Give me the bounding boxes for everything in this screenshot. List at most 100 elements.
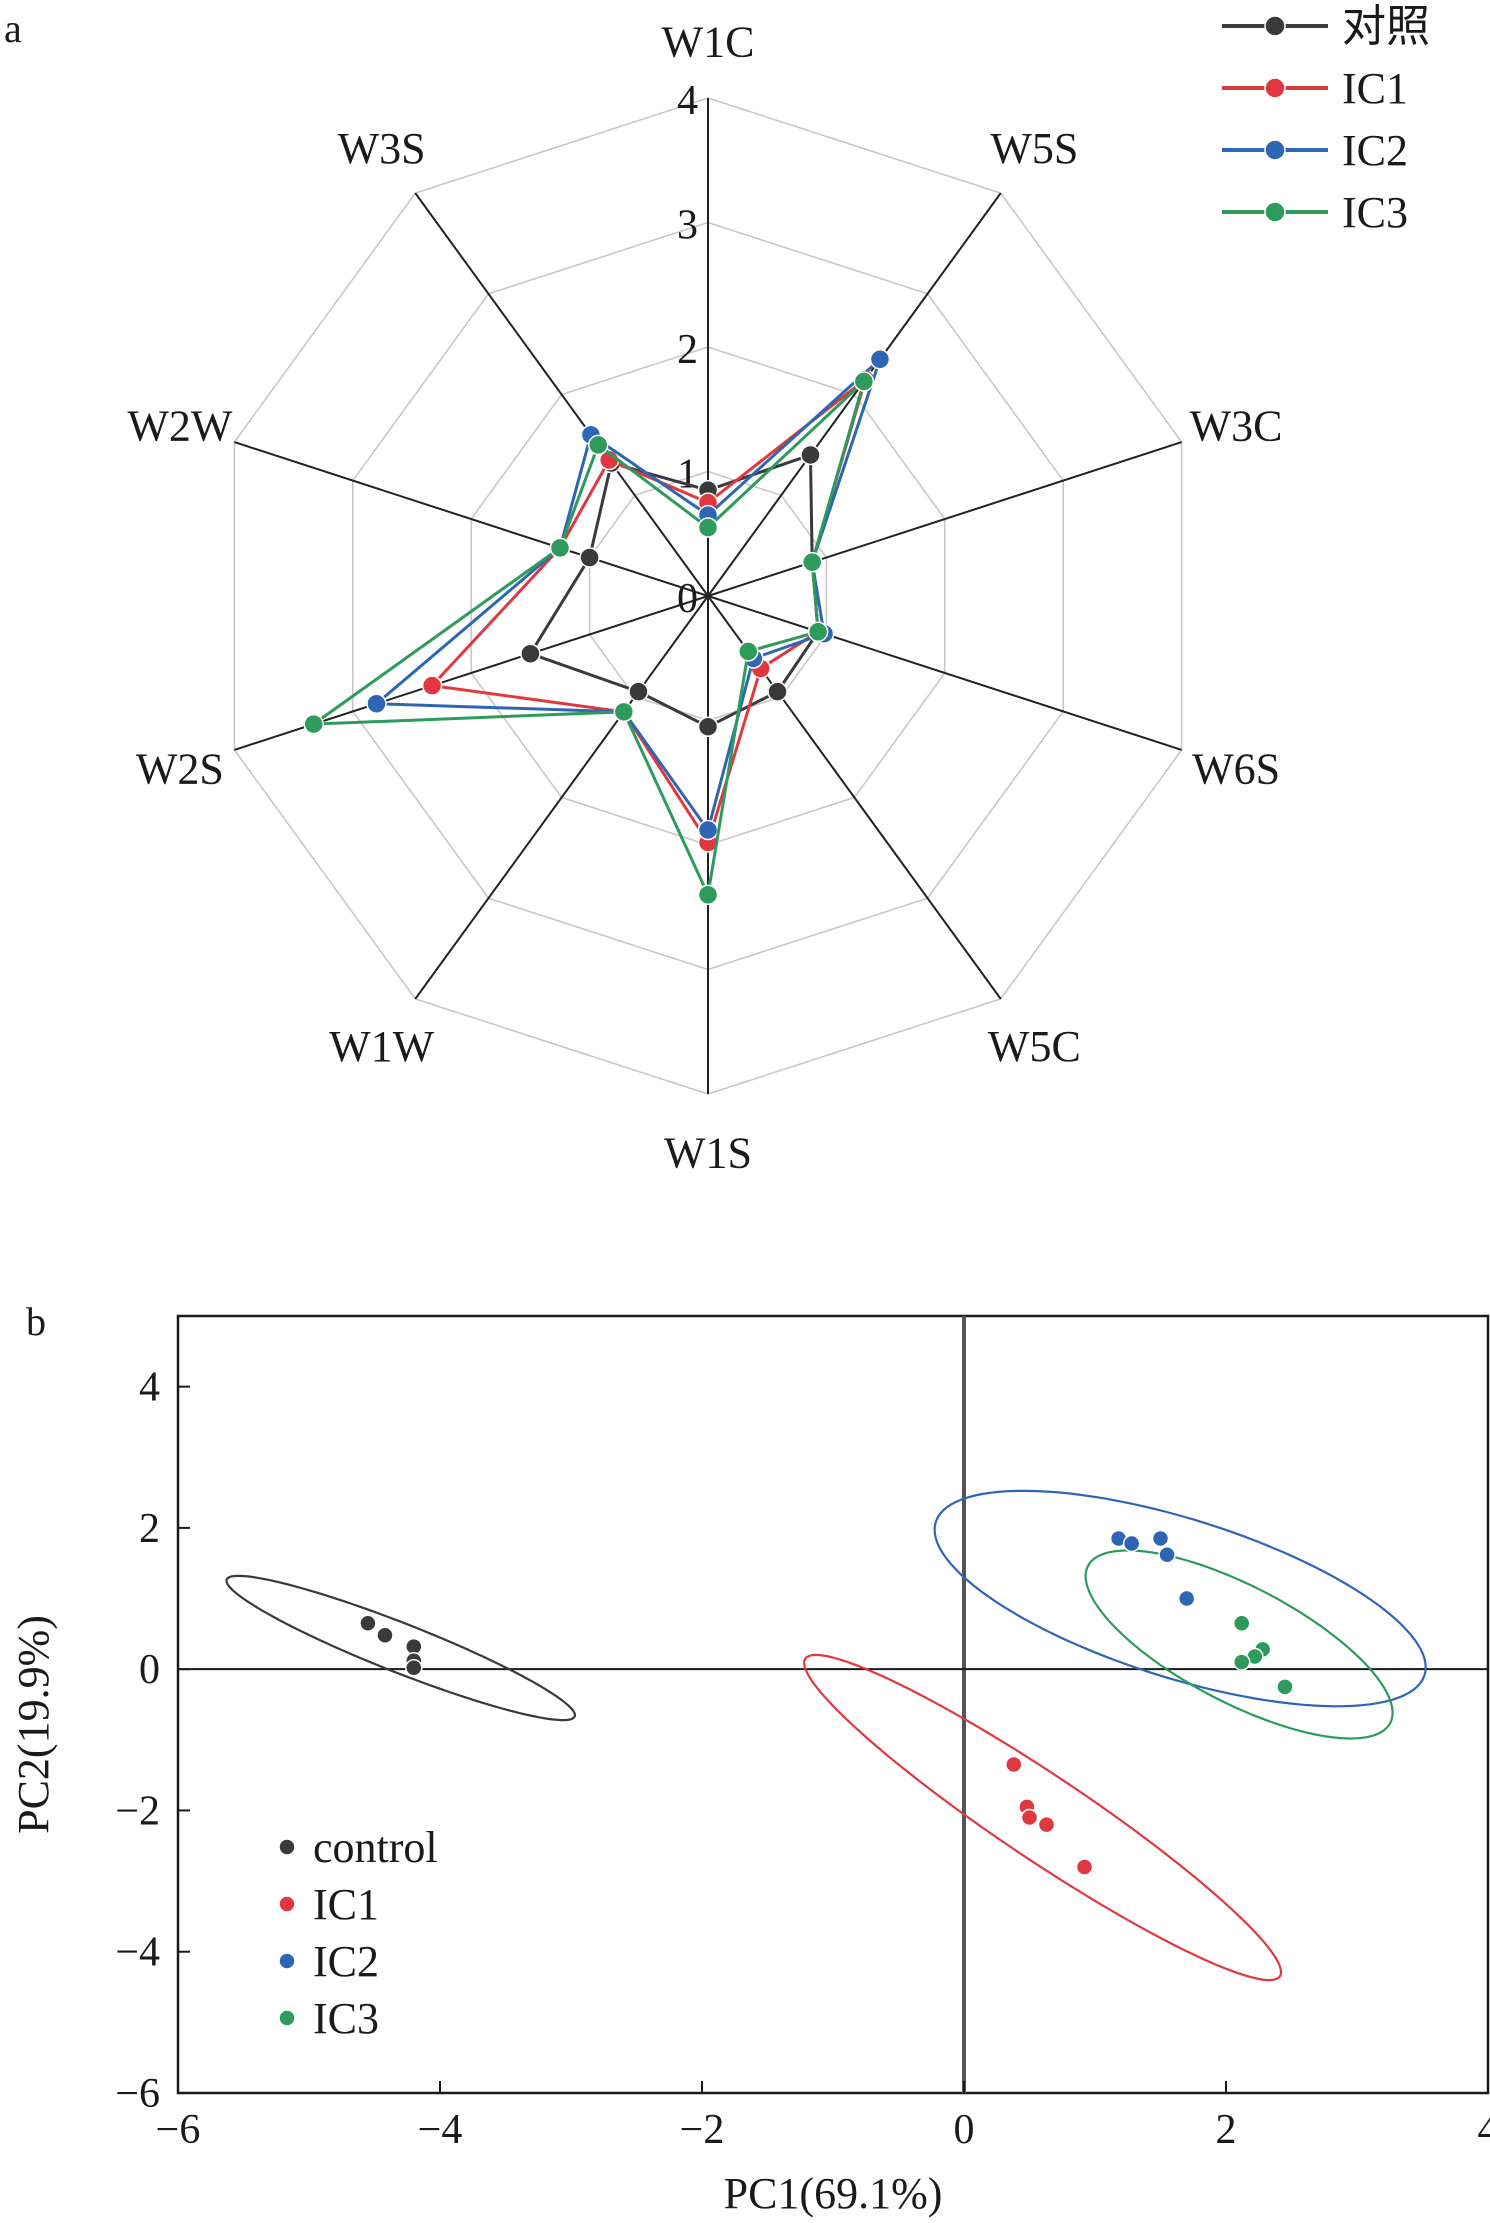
- pca-x-tick-label: −2: [680, 2107, 725, 2153]
- radar-spoke: [414, 192, 709, 597]
- pca-x-tick-labels: −6 −4 −2 0 2 4: [156, 2107, 1490, 2153]
- radar-legend-item: 对照: [1222, 2, 1430, 51]
- legend-marker: [278, 2009, 296, 2027]
- pca-y-tick-label: −2: [115, 1788, 160, 1834]
- radar-point: [579, 547, 600, 568]
- pca-point: [405, 1659, 423, 1677]
- pca-legend-item: control: [278, 1823, 438, 1872]
- legend-marker: [1264, 201, 1286, 223]
- panel-b-label: b: [26, 1299, 46, 1344]
- pca-point: [1276, 1678, 1294, 1696]
- pca-point: [1232, 1614, 1251, 1633]
- pca-y-tick-labels: −6 −4 −2 0 2 4: [115, 1365, 160, 2117]
- radar-legend-label: 对照: [1342, 2, 1430, 51]
- pca-legend-item: IC2: [278, 1937, 379, 1986]
- pca-tick-marks: [177, 1385, 1489, 2094]
- legend-marker: [1264, 15, 1286, 37]
- pca-y-tick-label: −6: [115, 2071, 160, 2117]
- radar-point: [549, 537, 571, 559]
- radar-series-line: [429, 375, 869, 847]
- pca-y-tick-label: 0: [139, 1647, 160, 1693]
- pca-x-tick-label: 0: [954, 2107, 975, 2153]
- radar-point: [853, 371, 875, 392]
- pca-legend: control IC1 IC2 IC3: [278, 1823, 438, 2043]
- pca-point: [359, 1614, 377, 1633]
- radar-spoke: [707, 192, 1002, 597]
- radar-radial-tick-label: 3: [677, 203, 698, 249]
- radar-point: [366, 693, 387, 714]
- radar-axis-label: W2S: [136, 745, 224, 794]
- pca-y-tick-label: 4: [139, 1365, 160, 1411]
- legend-marker: [278, 1895, 296, 1913]
- pca-y-tick-label: 2: [139, 1506, 160, 1552]
- radar-spoke: [707, 441, 1182, 597]
- radar-axis-label: W3S: [338, 124, 426, 173]
- radar-axis-label: W5C: [988, 1022, 1081, 1071]
- radar-point: [767, 681, 788, 702]
- radar-point: [800, 444, 821, 466]
- radar-series-line: [372, 354, 884, 834]
- radar-point: [613, 701, 635, 723]
- radar-radial-tick-label: 2: [677, 327, 698, 373]
- radar-point: [807, 621, 829, 643]
- radar-spoke: [414, 595, 709, 1000]
- radar-point: [421, 675, 443, 696]
- pca-ellipse-IC2: [933, 1489, 1427, 1708]
- radar-radial-tick-label: 4: [677, 78, 698, 124]
- pca-y-tick-label: −4: [115, 1930, 160, 1976]
- radar-axis-label: W6S: [1192, 745, 1280, 794]
- pca-legend-label: IC2: [313, 1937, 379, 1986]
- radar-series-IC1: [421, 369, 876, 853]
- radar-series-IC2: [366, 349, 891, 841]
- pca-x-tick-label: −6: [156, 2107, 201, 2153]
- radar-axis-label: W3C: [1190, 401, 1283, 450]
- pca-legend-item: IC3: [278, 1994, 379, 2043]
- pca-point: [1020, 1808, 1039, 1827]
- radar-point: [587, 434, 609, 456]
- pca-point: [1075, 1858, 1094, 1876]
- pca-x-tick-label: −4: [418, 2107, 463, 2153]
- radar-spoke: [234, 441, 709, 597]
- radar-spoke: [707, 595, 1182, 751]
- pca-legend-label: control: [313, 1823, 438, 1872]
- pca-ellipse-IC3: [1084, 1549, 1394, 1740]
- radar-legend-item: IC3: [1222, 188, 1408, 237]
- radar-point: [697, 819, 719, 841]
- radar-axis-label: W1C: [662, 18, 755, 67]
- radar-legend-label: IC3: [1342, 188, 1408, 237]
- radar-legend-item: IC2: [1222, 126, 1408, 175]
- radar-point: [737, 641, 759, 662]
- radar-axis-label: W1W: [329, 1022, 435, 1071]
- radar-legend: 对照 IC1 IC2 IC3: [1222, 2, 1430, 237]
- radar-legend-label: IC2: [1342, 126, 1408, 175]
- pca-zero-lines: [178, 1316, 1488, 2093]
- radar-axes: [234, 98, 1182, 1094]
- radar-point: [697, 517, 719, 538]
- radar-series-line: [308, 376, 867, 900]
- radar-axis-label: W5S: [990, 124, 1078, 173]
- radar-series: [303, 349, 891, 906]
- radar-legend-item: IC1: [1222, 64, 1408, 113]
- radar-point: [697, 884, 719, 906]
- radar-legend-label: IC1: [1342, 64, 1408, 113]
- radar-point: [801, 551, 823, 573]
- pca-x-tick-label: 4: [1478, 2107, 1490, 2153]
- pca-y-axis-label: PC2(19.9%): [9, 1615, 58, 1834]
- pca-point: [1151, 1529, 1170, 1548]
- pca-chart-panel: b −6 −4 −2 0 2 4 −6 −4 −2 0 2 4 PC1(69.1%) PC2(19.…: [9, 1299, 1490, 2218]
- pca-point: [1122, 1534, 1141, 1553]
- pca-x-tick-label: 2: [1216, 2107, 1237, 2153]
- pca-point: [1158, 1546, 1176, 1564]
- legend-marker: [1264, 77, 1286, 99]
- radar-radial-tick-label: 0: [677, 576, 698, 622]
- radar-axis-label: W2W: [127, 401, 233, 450]
- legend-marker: [278, 1952, 296, 1970]
- pca-confidence-ellipses: [225, 1489, 1427, 1982]
- pca-legend-label: IC3: [313, 1994, 379, 2043]
- pca-points: [359, 1529, 1294, 1876]
- panel-a-label: a: [4, 6, 22, 51]
- radar-point: [520, 643, 541, 664]
